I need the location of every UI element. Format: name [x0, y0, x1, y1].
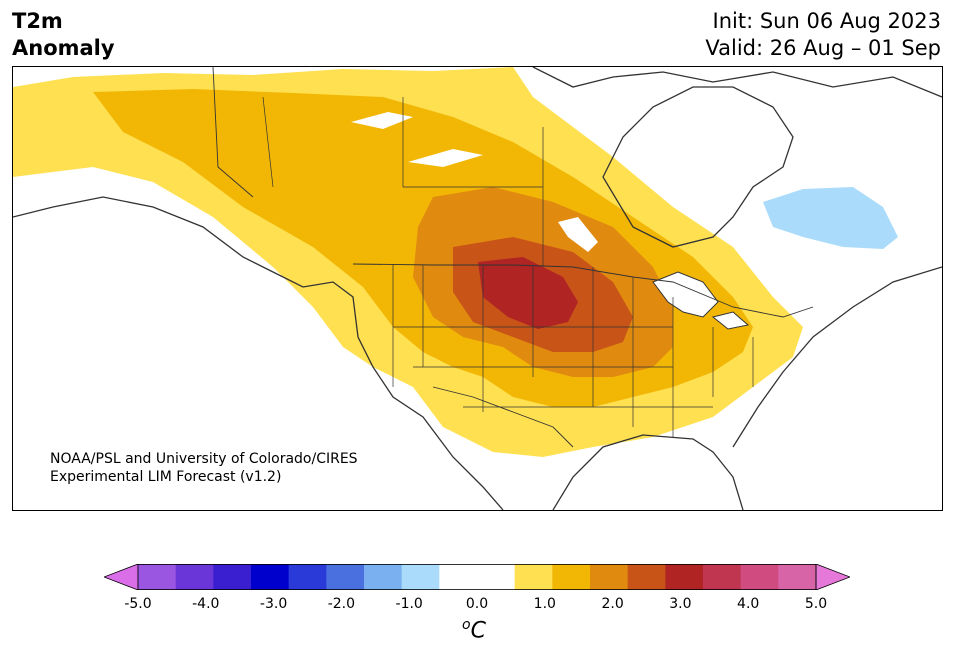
init-date: Init: Sun 06 Aug 2023 — [712, 9, 941, 33]
anomaly-map — [13, 67, 942, 510]
inland-lake-2 — [408, 149, 483, 167]
colorbar-segment — [175, 564, 214, 590]
coastline-east — [732, 266, 942, 448]
colorbar-ticks: -5.0 -4.0 -3.0 -2.0 -1.0 0.0 1.0 2.0 3.0 4.0 5.0 — [0, 596, 953, 616]
unit-celsius: C — [470, 618, 486, 644]
title-line-1: T2m — [12, 9, 63, 33]
great-lakes — [652, 271, 750, 330]
colorbar-segment — [477, 564, 516, 590]
unit-degree: o — [462, 617, 471, 633]
colorbar-segment — [138, 564, 177, 590]
colorbar-extend-high — [815, 564, 850, 590]
colorbar-segment — [326, 564, 365, 590]
forecast-dates: Init: Sun 06 Aug 2023 Valid: 26 Aug – 01… — [705, 8, 941, 62]
colorbar-tick-label: -1.0 — [395, 596, 423, 612]
colorbar-extend-low — [104, 564, 139, 590]
coastline-hudson-bay — [602, 86, 794, 248]
colorbar-segment — [401, 564, 440, 590]
valid-date: Valid: 26 Aug – 01 Sep — [705, 36, 941, 60]
colorbar-segment — [213, 564, 252, 590]
colorbar-segment — [740, 564, 779, 590]
colorbar-tick-label: 5.0 — [804, 596, 828, 612]
colorbar-segment — [439, 564, 478, 590]
colorbar-tick-label: 0.0 — [465, 596, 489, 612]
map-title: T2m Anomaly — [12, 8, 115, 62]
colorbar — [104, 564, 850, 590]
border-alaska — [212, 67, 254, 198]
coastline-arctic — [532, 67, 942, 98]
colorbar-segment — [288, 564, 327, 590]
title-line-2: Anomaly — [12, 36, 115, 60]
border-us-mexico — [432, 386, 574, 448]
colorbar-segment — [251, 564, 290, 590]
forecast-credit: NOAA/PSL and University of Colorado/CIRE… — [50, 450, 358, 486]
credit-line-2: Experimental LIM Forecast (v1.2) — [50, 469, 282, 485]
inland-lake-1 — [351, 112, 413, 129]
colorbar-segments — [104, 564, 850, 590]
colorbar-tick-label: 3.0 — [669, 596, 692, 612]
colorbar-segment — [552, 564, 591, 590]
colorbar-unit: oC — [462, 617, 486, 643]
credit-line-1: NOAA/PSL and University of Colorado/CIRE… — [50, 451, 358, 467]
colorbar-tick-label: 2.0 — [601, 596, 624, 612]
colorbar-tick-label: -2.0 — [327, 596, 356, 612]
colorbar-tick-label: -3.0 — [259, 596, 288, 612]
colorbar-segment — [364, 564, 403, 590]
colorbar-segment — [590, 564, 629, 590]
inland-lake-3 — [558, 217, 598, 252]
colorbar-segment — [514, 564, 553, 590]
colorbar-tick-label: -4.0 — [192, 596, 220, 612]
colorbar-segment — [703, 564, 742, 590]
colorbar-segment — [665, 564, 704, 590]
anomaly-region-cool-1 — [763, 187, 898, 249]
coastline-west — [13, 196, 504, 510]
coastline-gulf — [552, 434, 744, 510]
colorbar-segment — [627, 564, 666, 590]
colorbar-segment — [778, 564, 817, 590]
colorbar-outline — [137, 564, 817, 590]
colorbar-tick-label: -5.0 — [124, 596, 152, 612]
anomaly-region-warm-5 — [478, 257, 578, 329]
colorbar-tick-label: 1.0 — [533, 596, 556, 612]
colorbar-tick-label: 4.0 — [737, 596, 760, 612]
map-frame: NOAA/PSL and University of Colorado/CIRE… — [12, 66, 943, 511]
state-borders — [262, 96, 754, 437]
